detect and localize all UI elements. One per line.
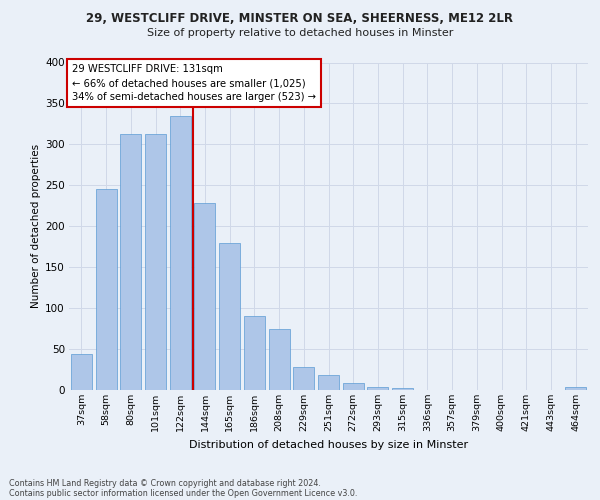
Bar [71, 354, 92, 390]
Text: 29 WESTCLIFF DRIVE: 131sqm
← 66% of detached houses are smaller (1,025)
34% of s: 29 WESTCLIFF DRIVE: 131sqm ← 66% of deta… [71, 64, 316, 102]
Bar [392, 388, 413, 390]
Bar [194, 204, 215, 390]
Bar [565, 386, 586, 390]
X-axis label: Distribution of detached houses by size in Minster: Distribution of detached houses by size … [189, 440, 468, 450]
Bar [269, 328, 290, 390]
Bar [367, 386, 388, 390]
Bar [95, 190, 116, 390]
Text: Size of property relative to detached houses in Minster: Size of property relative to detached ho… [147, 28, 453, 38]
Bar [293, 367, 314, 390]
Bar [244, 316, 265, 390]
Bar [145, 134, 166, 390]
Bar [170, 116, 191, 390]
Text: 29, WESTCLIFF DRIVE, MINSTER ON SEA, SHEERNESS, ME12 2LR: 29, WESTCLIFF DRIVE, MINSTER ON SEA, SHE… [86, 12, 514, 26]
Bar [120, 134, 141, 390]
Bar [219, 242, 240, 390]
Bar [318, 376, 339, 390]
Bar [343, 382, 364, 390]
Y-axis label: Number of detached properties: Number of detached properties [31, 144, 41, 308]
Text: Contains public sector information licensed under the Open Government Licence v3: Contains public sector information licen… [9, 488, 358, 498]
Text: Contains HM Land Registry data © Crown copyright and database right 2024.: Contains HM Land Registry data © Crown c… [9, 478, 321, 488]
